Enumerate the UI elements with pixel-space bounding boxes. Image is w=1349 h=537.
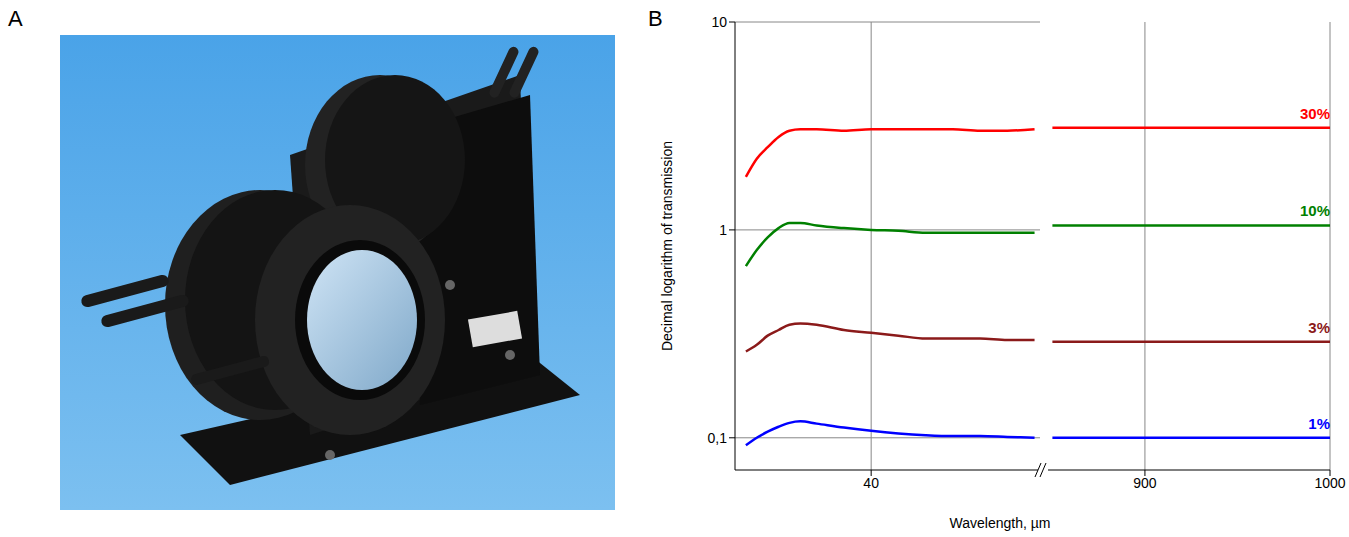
svg-text:1%: 1% bbox=[1308, 415, 1330, 432]
svg-text:0,1: 0,1 bbox=[708, 430, 728, 446]
svg-text:1: 1 bbox=[719, 222, 727, 238]
svg-text:10%: 10% bbox=[1300, 202, 1330, 219]
svg-text:Wavelength, µm: Wavelength, µm bbox=[950, 515, 1051, 531]
svg-text:1000: 1000 bbox=[1314, 475, 1345, 491]
svg-text:900: 900 bbox=[1133, 475, 1157, 491]
svg-text:10: 10 bbox=[711, 14, 727, 30]
svg-text:B: B bbox=[648, 6, 663, 31]
svg-text:30%: 30% bbox=[1300, 105, 1330, 122]
svg-text:Decimal logarithm of transmiss: Decimal logarithm of transmission bbox=[659, 141, 675, 351]
svg-text:40: 40 bbox=[863, 475, 879, 491]
svg-text:3%: 3% bbox=[1308, 319, 1330, 336]
svg-text:A: A bbox=[8, 6, 23, 31]
